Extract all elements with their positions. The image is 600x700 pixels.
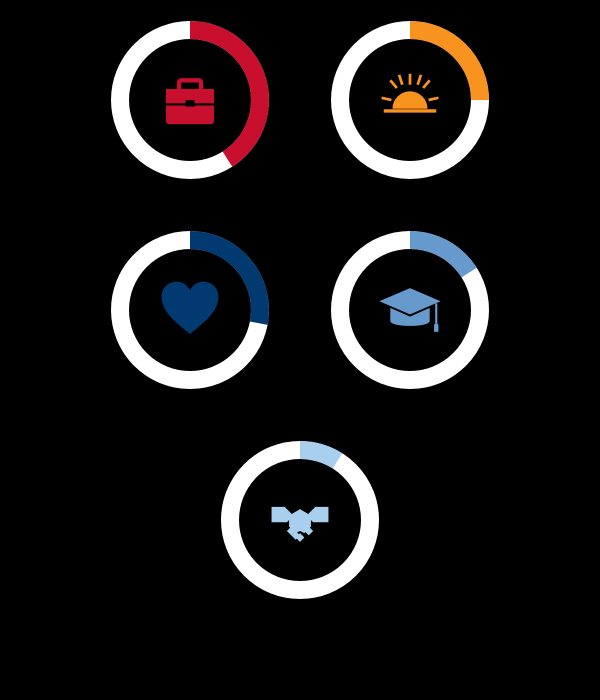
opportunity-ring xyxy=(330,20,490,180)
ring-row xyxy=(110,440,490,600)
business-ring xyxy=(110,20,270,180)
health-ring xyxy=(110,230,270,390)
ring-row xyxy=(110,20,490,180)
education-ring xyxy=(330,230,490,390)
ring-row xyxy=(110,230,490,390)
heart-icon xyxy=(155,275,225,345)
handshake-icon xyxy=(265,485,335,555)
sunrise-icon xyxy=(375,65,445,135)
graduation-cap-icon xyxy=(375,275,445,345)
briefcase-icon xyxy=(155,65,225,135)
partnership-ring xyxy=(220,440,380,600)
